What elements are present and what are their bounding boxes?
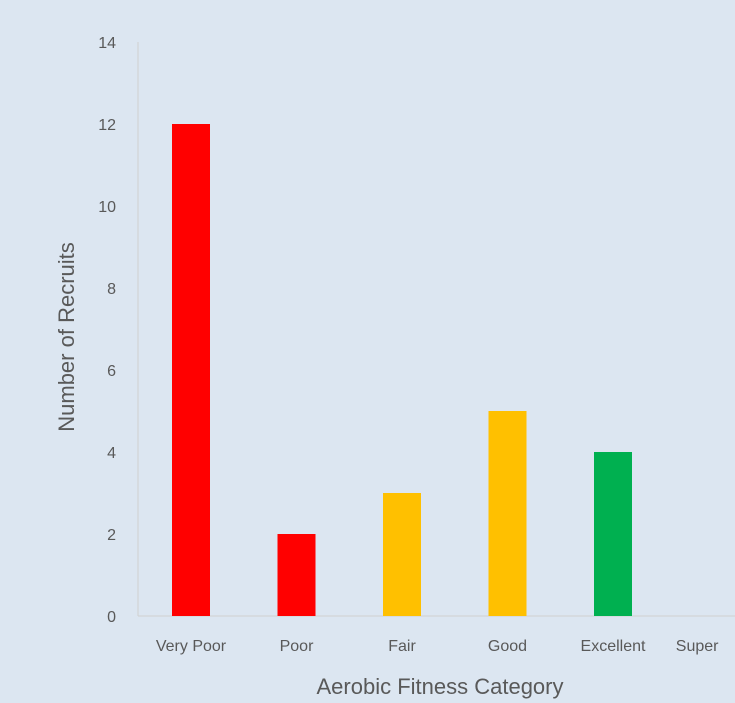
x-tick-label: Very Poor (156, 638, 227, 655)
x-tick-label: Good (488, 638, 527, 655)
y-tick-label: 0 (107, 609, 116, 626)
bar (383, 493, 421, 616)
y-tick-label: 8 (107, 281, 116, 298)
bar (488, 411, 527, 616)
bar (594, 452, 632, 616)
x-axis-ticks: Very Poor Poor Fair Good Excellent Super (156, 638, 719, 655)
y-tick-label: 2 (107, 527, 116, 544)
y-tick-label: 4 (107, 445, 116, 462)
bar (277, 534, 316, 616)
bar (172, 124, 210, 616)
y-tick-label: 6 (107, 363, 116, 380)
y-axis-title: Number of Recruits (54, 242, 79, 432)
x-tick-label: Fair (388, 638, 416, 655)
y-axis-ticks: 0 2 4 6 8 10 12 14 (98, 35, 116, 626)
x-tick-label: Super (676, 638, 719, 655)
x-tick-label: Poor (280, 638, 314, 655)
y-tick-label: 10 (98, 199, 116, 216)
y-tick-label: 14 (98, 35, 116, 52)
y-tick-label: 12 (98, 117, 116, 134)
x-axis-title: Aerobic Fitness Category (317, 674, 564, 699)
x-tick-label: Excellent (581, 638, 646, 655)
bars (172, 124, 632, 616)
